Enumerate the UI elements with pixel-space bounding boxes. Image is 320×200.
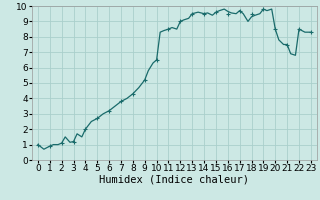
X-axis label: Humidex (Indice chaleur): Humidex (Indice chaleur) — [100, 175, 249, 185]
